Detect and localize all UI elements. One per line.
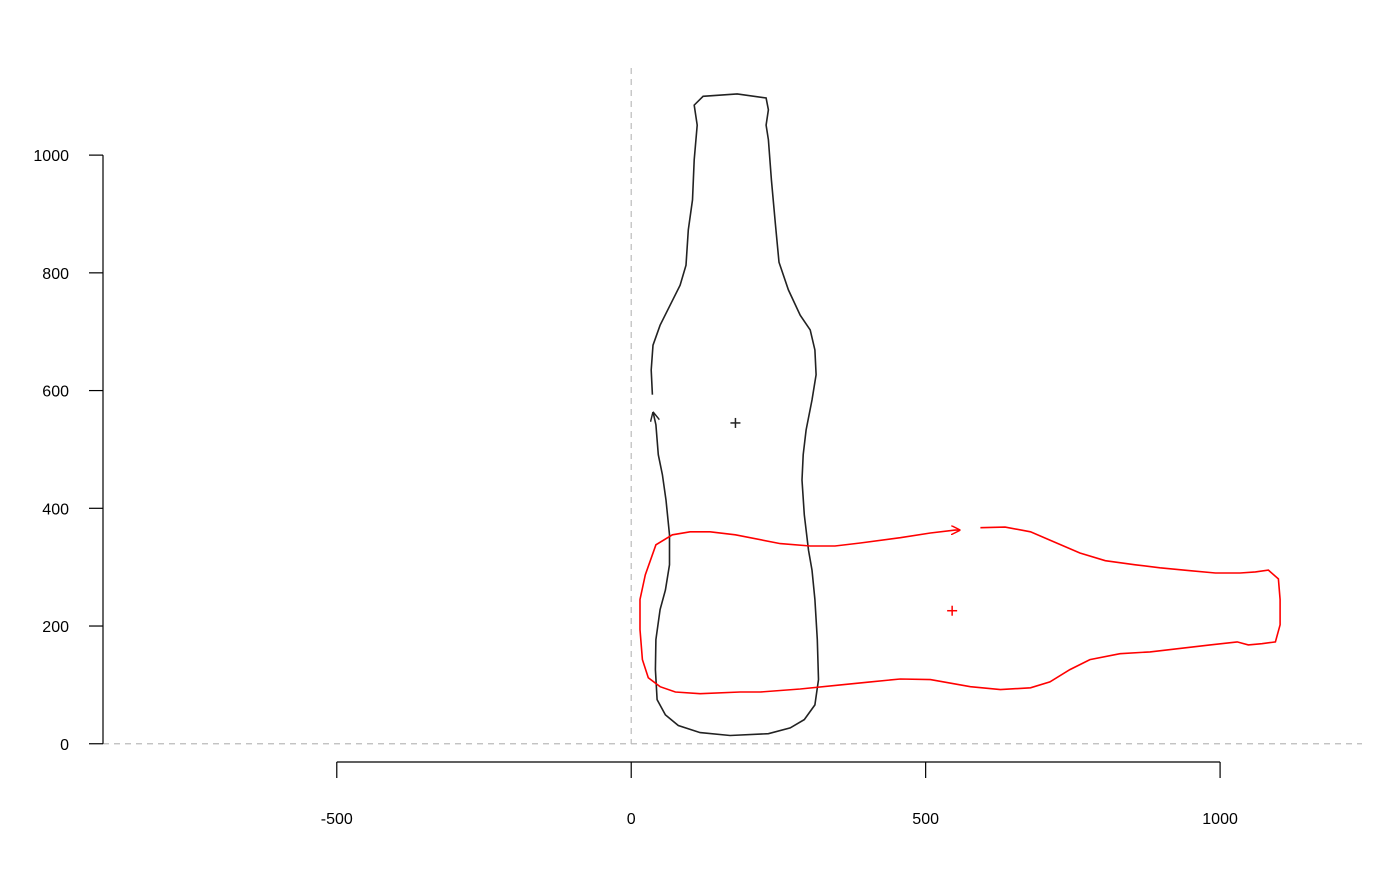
centroid bbox=[947, 605, 958, 616]
x-tick-label: 500 bbox=[912, 811, 939, 828]
outline bbox=[639, 527, 1281, 695]
x-tick-label: 0 bbox=[627, 811, 636, 828]
x-tick-label: -500 bbox=[321, 811, 353, 828]
y-tick-label: 800 bbox=[42, 266, 69, 283]
outline bbox=[651, 93, 820, 737]
centroid bbox=[730, 417, 741, 428]
y-tick-label: 0 bbox=[60, 737, 69, 754]
x-tick-label: 1000 bbox=[1202, 811, 1238, 828]
y-tick-label: 400 bbox=[42, 501, 69, 518]
y-tick-label: 600 bbox=[42, 384, 69, 401]
y-tick-label: 200 bbox=[42, 619, 69, 636]
y-tick-label: 1000 bbox=[33, 148, 69, 165]
